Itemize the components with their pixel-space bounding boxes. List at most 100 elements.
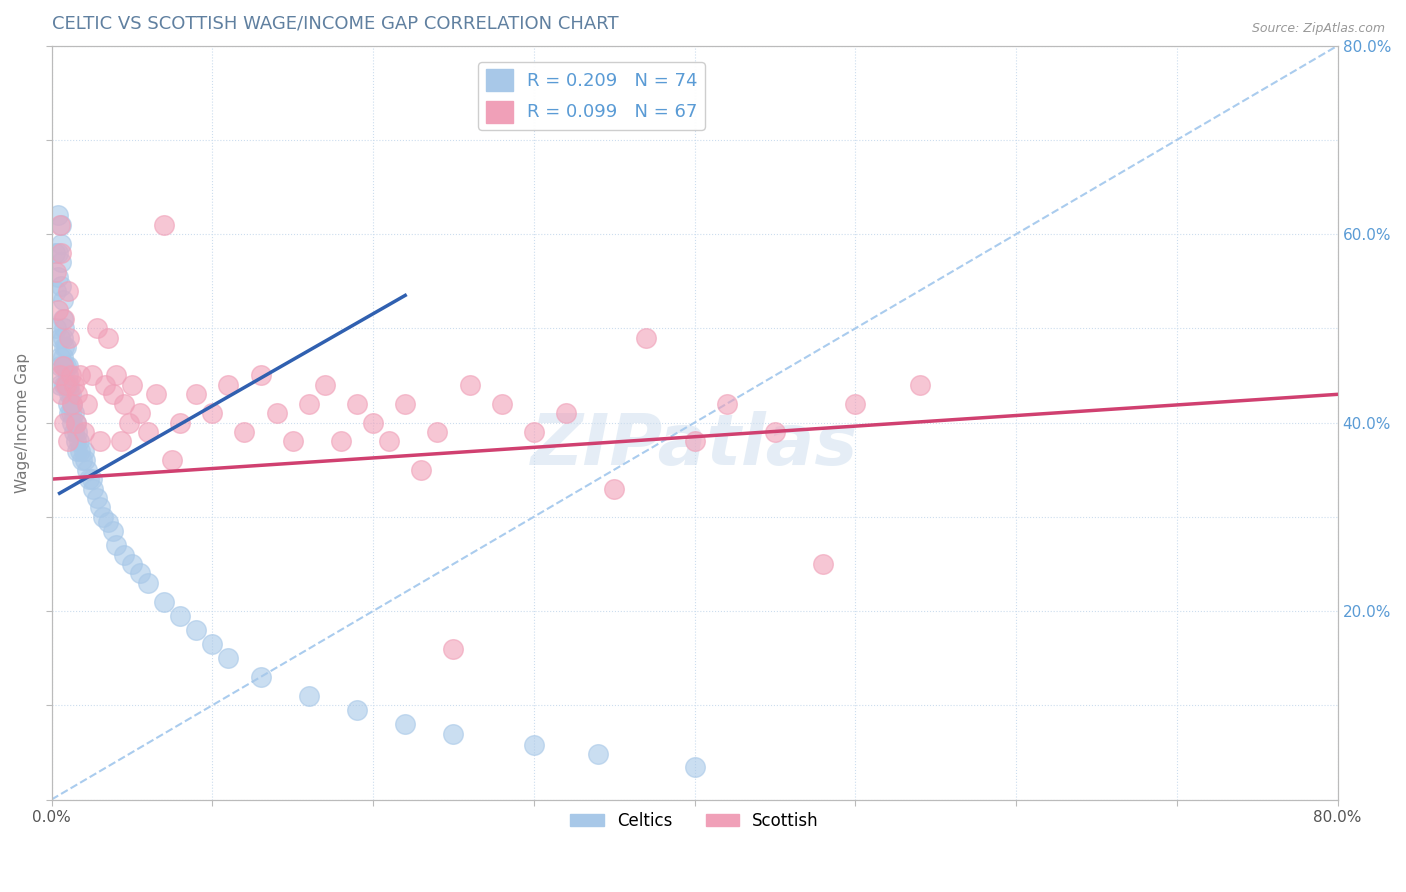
Point xyxy=(169,416,191,430)
Point xyxy=(110,434,132,449)
Point xyxy=(76,463,98,477)
Point xyxy=(86,321,108,335)
Point xyxy=(201,406,224,420)
Y-axis label: Wage/Income Gap: Wage/Income Gap xyxy=(15,352,30,492)
Point xyxy=(145,387,167,401)
Point xyxy=(77,472,100,486)
Point xyxy=(52,312,75,326)
Point xyxy=(65,416,87,430)
Point xyxy=(51,246,73,260)
Point xyxy=(716,397,738,411)
Point xyxy=(86,491,108,505)
Point xyxy=(844,397,866,411)
Point xyxy=(233,425,256,439)
Point xyxy=(63,378,86,392)
Point xyxy=(46,208,69,222)
Point xyxy=(58,378,80,392)
Point xyxy=(58,331,80,345)
Point xyxy=(314,378,336,392)
Point xyxy=(394,717,416,731)
Point xyxy=(52,293,75,307)
Point xyxy=(201,637,224,651)
Point xyxy=(217,651,239,665)
Point xyxy=(104,368,127,383)
Point xyxy=(73,425,96,439)
Point xyxy=(59,368,82,383)
Point xyxy=(249,670,271,684)
Point xyxy=(153,594,176,608)
Point xyxy=(53,312,76,326)
Point xyxy=(69,368,91,383)
Text: Source: ZipAtlas.com: Source: ZipAtlas.com xyxy=(1251,22,1385,36)
Point xyxy=(112,397,135,411)
Point xyxy=(266,406,288,420)
Text: CELTIC VS SCOTTISH WAGE/INCOME GAP CORRELATION CHART: CELTIC VS SCOTTISH WAGE/INCOME GAP CORRE… xyxy=(52,15,619,33)
Point xyxy=(523,425,546,439)
Point xyxy=(65,416,87,430)
Point xyxy=(55,378,77,392)
Point xyxy=(69,443,91,458)
Point xyxy=(55,378,77,392)
Point xyxy=(48,350,70,364)
Point xyxy=(46,302,69,317)
Point xyxy=(56,284,79,298)
Point xyxy=(443,726,465,740)
Point xyxy=(48,378,70,392)
Point xyxy=(91,509,114,524)
Point xyxy=(52,331,75,345)
Point xyxy=(53,340,76,354)
Point xyxy=(411,463,433,477)
Point xyxy=(62,397,84,411)
Point xyxy=(56,378,79,392)
Point xyxy=(101,524,124,538)
Point xyxy=(121,557,143,571)
Point xyxy=(136,575,159,590)
Point xyxy=(394,397,416,411)
Point xyxy=(52,359,75,373)
Point xyxy=(59,406,82,420)
Point xyxy=(346,397,368,411)
Point xyxy=(67,434,90,449)
Point xyxy=(51,255,73,269)
Point xyxy=(58,387,80,401)
Point xyxy=(458,378,481,392)
Point xyxy=(186,387,208,401)
Point xyxy=(48,368,70,383)
Point xyxy=(683,434,706,449)
Point xyxy=(329,434,352,449)
Point xyxy=(129,406,152,420)
Point xyxy=(48,331,70,345)
Point xyxy=(80,472,103,486)
Point xyxy=(153,218,176,232)
Point xyxy=(217,378,239,392)
Point xyxy=(62,397,84,411)
Point xyxy=(51,218,73,232)
Point xyxy=(59,387,82,401)
Point xyxy=(66,443,89,458)
Point xyxy=(65,434,87,449)
Point xyxy=(56,368,79,383)
Point xyxy=(136,425,159,439)
Point xyxy=(52,350,75,364)
Point xyxy=(70,453,93,467)
Point xyxy=(636,331,658,345)
Point xyxy=(763,425,786,439)
Point xyxy=(346,703,368,717)
Point xyxy=(118,416,141,430)
Point xyxy=(249,368,271,383)
Point xyxy=(56,359,79,373)
Point xyxy=(101,387,124,401)
Legend: Celtics, Scottish: Celtics, Scottish xyxy=(564,805,825,837)
Point xyxy=(104,538,127,552)
Point xyxy=(121,378,143,392)
Point xyxy=(298,689,321,703)
Point xyxy=(443,641,465,656)
Point xyxy=(555,406,578,420)
Point xyxy=(48,359,70,373)
Point xyxy=(378,434,401,449)
Point xyxy=(281,434,304,449)
Point xyxy=(45,284,67,298)
Point xyxy=(62,416,84,430)
Point xyxy=(683,759,706,773)
Point xyxy=(80,368,103,383)
